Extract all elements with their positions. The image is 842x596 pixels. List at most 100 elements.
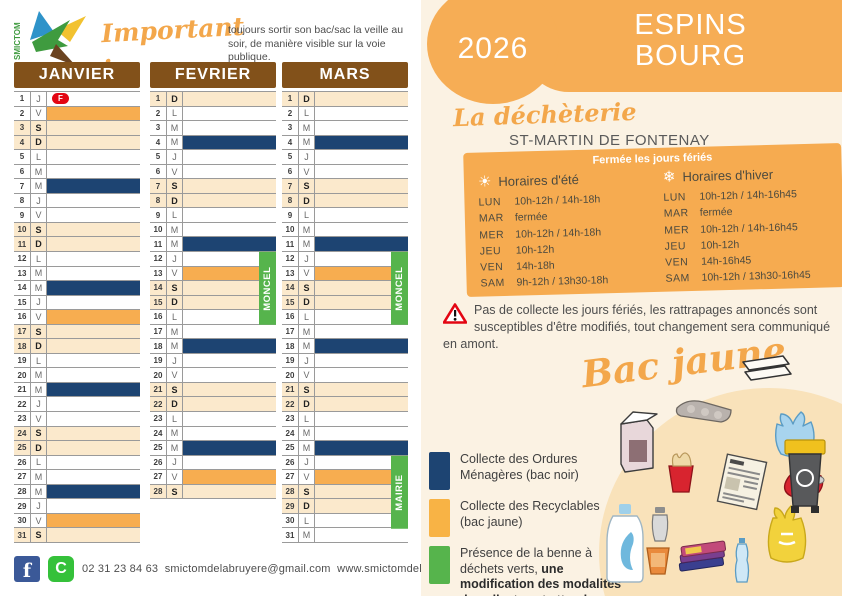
january-rows: 1 J F 2 V 3 S 4 D 5 L 6 M 7 M 8 J 9 V 10 S 11 D 12 L 13 M 14 M 15 J 16 V… — [14, 91, 140, 543]
day-row: 16 L — [282, 310, 408, 325]
weekday-letter: S — [299, 382, 315, 397]
yellow-bin-collection-bar — [315, 266, 408, 281]
yogurt-pot-icon — [646, 547, 670, 575]
day-number: 15 — [14, 295, 31, 310]
legend-label: Présence de la benne à déchets verts, un… — [460, 546, 622, 596]
day-number: 12 — [14, 252, 31, 266]
day-number: 11 — [282, 237, 299, 252]
weekday-letter: L — [167, 208, 183, 222]
day-number: 7 — [14, 179, 31, 193]
empty-day-bar — [47, 324, 140, 339]
detergent-bottle-icon — [606, 504, 644, 583]
weekday-letter: D — [31, 237, 47, 252]
weekday-letter: D — [31, 441, 47, 455]
calendar-january: JANVIER 1 J F 2 V 3 S 4 D 5 L 6 M 7 M 8 J 9 V 10 S 11 D 12 L 13 M 1… — [14, 62, 140, 543]
day-number: 10 — [282, 222, 299, 237]
legend: Collecte des Ordures Ménagères (bac noir… — [429, 452, 624, 596]
day-row: 11 M — [282, 237, 408, 253]
milk-carton-icon — [620, 411, 658, 473]
day-number: 10 — [14, 222, 31, 237]
empty-day-bar — [315, 121, 408, 135]
day-row: 17 M — [282, 324, 408, 340]
weekday-letter: M — [299, 339, 315, 353]
day-row: 11 D — [14, 237, 140, 253]
day-number: 5 — [14, 150, 31, 164]
day-row: 19 L — [14, 353, 140, 369]
weekday-letter: V — [167, 266, 183, 281]
day-number: 21 — [14, 382, 31, 397]
day-row: 23 L — [150, 412, 276, 427]
day-number: 5 — [150, 150, 167, 164]
black-bin-collection-bar — [183, 441, 276, 455]
weekday-letter: L — [31, 150, 47, 164]
newspaper-icon — [716, 453, 768, 511]
calendar-march: MARS 1 D 2 L 3 M 4 M 5 J 6 V 7 S 8 D 9 L 10 M 11 M 12 J 13 V 14 S 15… — [282, 62, 408, 543]
day-number: 28 — [282, 484, 299, 499]
day-number: 13 — [14, 266, 31, 281]
day-number: 4 — [14, 135, 31, 150]
empty-day-bar — [315, 397, 408, 412]
day-number: 23 — [282, 412, 299, 426]
empty-day-bar — [47, 296, 140, 310]
empty-day-bar — [47, 470, 140, 484]
dechetterie-location: ST-MARTIN DE FONTENAY — [509, 132, 710, 149]
weekday-letter: S — [31, 528, 47, 542]
empty-day-bar — [47, 412, 140, 426]
black-bin-collection-bar — [47, 179, 140, 193]
day-row: 14 S — [150, 281, 276, 296]
weekday-letter: J — [167, 455, 183, 470]
day-number: 15 — [150, 295, 167, 310]
day-row: 13 V — [282, 266, 408, 282]
weekday-letter: S — [31, 121, 47, 135]
weekday-letter: M — [299, 324, 315, 339]
day-number: 14 — [14, 281, 31, 295]
winter-hours-title: Horaires d'hiver — [682, 166, 774, 185]
day-number: 8 — [150, 193, 167, 208]
day-row: 27 M — [14, 470, 140, 485]
facebook-icon[interactable]: f — [14, 556, 40, 582]
day-number: 3 — [14, 121, 31, 135]
day-number: 17 — [150, 324, 167, 339]
commune-banner — [521, 0, 842, 92]
green-waste-band: MONCEL — [391, 252, 408, 325]
weekday-letter: J — [31, 499, 47, 513]
weekday-letter: V — [299, 266, 315, 281]
day-row: 30 V — [14, 513, 140, 529]
day-number: 25 — [14, 441, 31, 455]
footer-email[interactable]: smictomdelabruyere@gmail.com — [164, 563, 331, 575]
weekday-letter: V — [31, 412, 47, 426]
legend-item: Collecte des Ordures Ménagères (bac noir… — [429, 452, 624, 490]
day-number: 20 — [282, 368, 299, 382]
day-number: 18 — [150, 339, 167, 353]
empty-day-bar — [47, 456, 140, 470]
holiday-warning: Pas de collecte les jours fériés, les ra… — [443, 302, 837, 353]
weekday-letter: M — [299, 528, 315, 542]
day-number: 13 — [150, 266, 167, 281]
day-number: 11 — [150, 237, 167, 252]
black-bin-collection-bar — [315, 135, 408, 150]
march-rows: 1 D 2 L 3 M 4 M 5 J 6 V 7 S 8 D 9 L 10 M 11 M 12 J 13 V 14 S 15 D 16 L 1… — [282, 91, 408, 543]
day-row: 19 J — [150, 353, 276, 369]
empty-day-bar — [183, 412, 276, 426]
weekday-letter: M — [31, 470, 47, 484]
day-number: 17 — [282, 324, 299, 339]
day-number: 19 — [14, 353, 31, 368]
day-number: 22 — [282, 397, 299, 412]
day-row: 21 S — [282, 382, 408, 398]
day-row: 10 M — [150, 222, 276, 238]
weekday-letter: V — [299, 470, 315, 484]
month-title-january: JANVIER — [14, 62, 140, 88]
day-row: 16 V — [14, 310, 140, 325]
day-number: 23 — [14, 412, 31, 426]
day-number: 12 — [150, 252, 167, 266]
weekday-letter: L — [299, 513, 315, 528]
empty-day-bar — [47, 222, 140, 237]
day-row: 31 S — [14, 528, 140, 543]
citykomi-icon[interactable]: C — [48, 556, 74, 582]
weekday-letter: V — [299, 368, 315, 382]
